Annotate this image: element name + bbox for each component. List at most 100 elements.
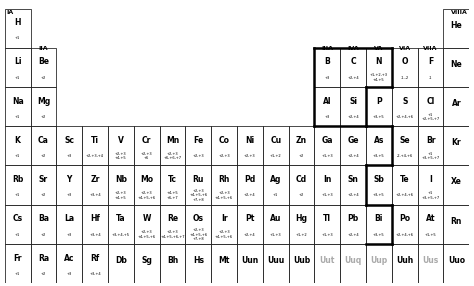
Text: Pb: Pb (347, 214, 359, 223)
Bar (366, 87, 392, 126)
Text: Cs: Cs (13, 214, 23, 223)
Bar (5, 205, 30, 244)
Text: +1: +1 (273, 193, 278, 197)
Text: +3: +3 (325, 76, 330, 80)
Text: IIIA: IIIA (321, 46, 333, 51)
Text: +2,+3
+4,+5: +2,+3 +4,+5 (115, 191, 127, 200)
Bar (444, 48, 469, 87)
Text: Cr: Cr (142, 136, 151, 145)
Text: +1,+3: +1,+3 (321, 193, 333, 197)
Text: Uun: Uun (241, 256, 258, 265)
Bar (444, 9, 469, 48)
Bar (392, 205, 418, 244)
Bar (237, 166, 263, 205)
Text: +3,+4: +3,+4 (89, 272, 101, 276)
Bar (108, 166, 134, 205)
Text: Co: Co (219, 136, 229, 145)
Text: F: F (428, 57, 433, 66)
Bar (160, 244, 185, 283)
Bar (263, 205, 289, 244)
Bar (340, 244, 366, 283)
Text: As: As (374, 136, 384, 145)
Bar (340, 205, 366, 244)
Text: +2,+4: +2,+4 (347, 193, 359, 197)
Bar (237, 126, 263, 166)
Text: Os: Os (193, 214, 204, 223)
Bar (314, 126, 340, 166)
Bar (314, 205, 340, 244)
Text: +3,+5: +3,+5 (373, 193, 385, 197)
Text: Bh: Bh (167, 256, 178, 265)
Text: Hs: Hs (193, 256, 204, 265)
Bar (418, 48, 444, 87)
Bar (5, 166, 30, 205)
Text: Uuh: Uuh (396, 256, 413, 265)
Text: +3,+4: +3,+4 (89, 193, 101, 197)
Text: At: At (426, 214, 435, 223)
Bar (134, 126, 160, 166)
Text: +2,+3
+4,+5,+6: +2,+3 +4,+5,+6 (215, 230, 233, 239)
Bar (160, 205, 185, 244)
Text: +3: +3 (67, 272, 72, 276)
Text: Uuq: Uuq (345, 256, 362, 265)
Text: Sg: Sg (141, 256, 152, 265)
Bar (366, 244, 392, 283)
Text: Ra: Ra (38, 253, 49, 263)
Text: +2: +2 (41, 272, 46, 276)
Text: O: O (401, 57, 408, 66)
Text: Zn: Zn (296, 136, 307, 145)
Text: Na: Na (12, 97, 24, 106)
Text: +2,+3
+6: +2,+3 +6 (141, 152, 153, 160)
Bar (211, 126, 237, 166)
Text: Ne: Ne (450, 60, 462, 69)
Text: +2,+3
+4,+5,+6
+7,+8: +2,+3 +4,+5,+6 +7,+8 (189, 228, 207, 241)
Text: +3,+5: +3,+5 (373, 154, 385, 158)
Text: VIA: VIA (399, 46, 411, 51)
Bar (30, 205, 56, 244)
Text: Sr: Sr (39, 175, 48, 184)
Bar (30, 166, 56, 205)
Bar (185, 166, 211, 205)
Text: Ta: Ta (116, 214, 126, 223)
Text: +4,+5
+6,+7: +4,+5 +6,+7 (166, 191, 178, 200)
Text: +3,+5: +3,+5 (373, 233, 385, 237)
Text: +3: +3 (67, 193, 72, 197)
Text: VIIIA: VIIIA (451, 10, 468, 15)
Text: Cd: Cd (296, 175, 307, 184)
Text: Uub: Uub (293, 256, 310, 265)
Text: +3: +3 (67, 154, 72, 158)
Text: Y: Y (66, 175, 72, 184)
Bar (237, 244, 263, 283)
Text: +1,+2,+3
+4,+5: +1,+2,+3 +4,+5 (370, 73, 388, 82)
Bar (134, 205, 160, 244)
Text: Rb: Rb (12, 175, 23, 184)
Text: Fe: Fe (193, 136, 203, 145)
Text: La: La (64, 214, 74, 223)
Text: Bi: Bi (375, 214, 383, 223)
Bar (289, 126, 314, 166)
Bar (185, 244, 211, 283)
Text: B: B (324, 57, 330, 66)
Bar (366, 126, 392, 166)
Bar (444, 87, 469, 126)
Bar (418, 87, 444, 126)
Bar (160, 126, 185, 166)
Text: +2,+4: +2,+4 (347, 233, 359, 237)
Bar (237, 205, 263, 244)
Text: Hg: Hg (295, 214, 308, 223)
Bar (392, 166, 418, 205)
Text: Sb: Sb (374, 175, 384, 184)
Text: IIA: IIA (39, 46, 48, 51)
Bar (5, 126, 30, 166)
Text: Ar: Ar (452, 99, 461, 108)
Text: +1
+2,+5,+7: +1 +2,+5,+7 (421, 112, 439, 121)
Bar (5, 9, 30, 48)
Bar (444, 166, 469, 205)
Text: Cu: Cu (270, 136, 281, 145)
Text: Ac: Ac (64, 253, 74, 263)
Text: +3,+5: +3,+5 (373, 115, 385, 119)
Text: Ti: Ti (91, 136, 99, 145)
Text: Db: Db (115, 256, 127, 265)
Text: He: He (450, 21, 462, 29)
Text: +1
+3,+5,+7: +1 +3,+5,+7 (421, 191, 439, 200)
